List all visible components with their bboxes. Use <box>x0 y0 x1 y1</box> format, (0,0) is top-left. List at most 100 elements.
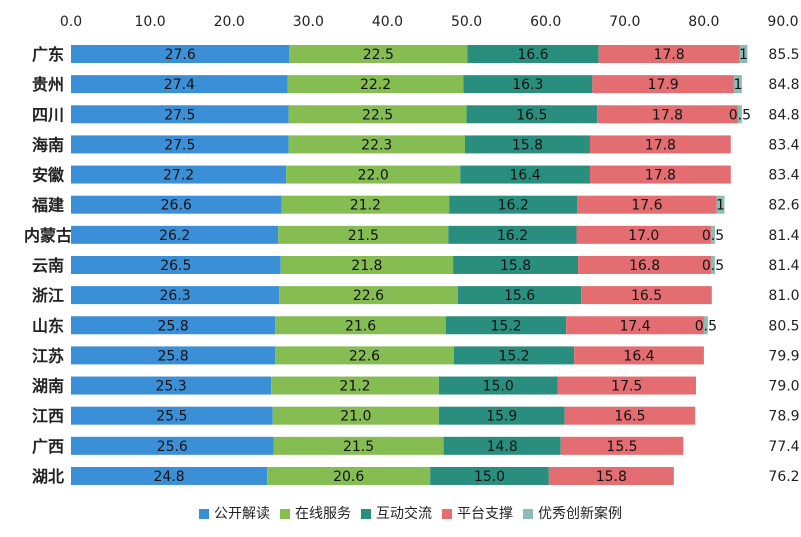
bar-segment <box>711 255 715 274</box>
bar-segment <box>467 45 599 63</box>
bar-segment <box>71 436 274 455</box>
bar-segment <box>278 225 449 244</box>
bar-segment <box>453 346 575 365</box>
data-label: 16.3 <box>512 77 543 93</box>
total-label: 79.0 <box>768 379 799 395</box>
legend-label: 在线服务 <box>295 506 351 522</box>
data-label: 21.5 <box>343 439 374 455</box>
category-label: 湖南 <box>32 377 64 396</box>
bar-segment <box>453 255 579 274</box>
bar-segment <box>71 376 272 395</box>
bar-segment <box>557 376 696 395</box>
bar-segment <box>286 165 461 184</box>
bar-segment <box>589 165 731 184</box>
bar-segment <box>275 346 454 365</box>
category-label: 安徽 <box>32 166 65 185</box>
bar-segment <box>71 135 289 154</box>
bar-segment <box>71 466 268 485</box>
data-label: 15.9 <box>486 409 517 425</box>
bar-segment <box>71 75 288 94</box>
bar-segment <box>589 135 731 154</box>
total-label: 85.5 <box>768 47 799 63</box>
data-label: 20.6 <box>333 469 364 485</box>
data-label: 21.0 <box>340 409 371 425</box>
bar-segment <box>275 316 446 335</box>
total-label: 76.2 <box>768 469 799 485</box>
data-label: 22.2 <box>360 77 391 93</box>
data-label: 15.2 <box>491 318 522 334</box>
x-tick-label: 90.0 <box>767 14 798 30</box>
category-label: 江西 <box>32 407 64 426</box>
data-label: 22.6 <box>353 288 384 304</box>
legend-swatch <box>199 509 209 519</box>
bar-segment <box>71 286 280 305</box>
bar-segment <box>466 105 598 124</box>
data-label: 15.8 <box>596 469 627 485</box>
bar-segment <box>443 436 561 455</box>
legend-swatch <box>280 509 290 519</box>
total-label: 81.4 <box>768 228 799 244</box>
data-label: 26.2 <box>159 228 190 244</box>
bar-segment <box>716 195 725 214</box>
data-label: 25.5 <box>156 409 187 425</box>
bar-segment <box>71 255 281 274</box>
bar-segment <box>578 255 712 274</box>
legend-label: 互动交流 <box>376 505 432 522</box>
total-label: 82.6 <box>768 198 799 214</box>
x-tick-label: 70.0 <box>609 14 640 30</box>
data-label: 1 <box>733 77 742 93</box>
bar-segment <box>737 105 742 124</box>
legend-swatch <box>523 509 533 519</box>
data-label: 16.6 <box>517 47 548 63</box>
bar-segment <box>289 45 468 63</box>
legend-label: 优秀创新案例 <box>538 505 622 522</box>
total-label: 77.4 <box>768 439 799 455</box>
legend-label: 平台支撑 <box>457 506 513 522</box>
data-label: 25.3 <box>155 379 186 395</box>
total-label: 78.9 <box>768 409 799 425</box>
bar-segment <box>576 225 712 244</box>
data-label: 17.0 <box>628 228 659 244</box>
category-label: 江苏 <box>32 346 64 365</box>
bar-segment <box>281 195 450 214</box>
bar-segment <box>703 316 708 335</box>
total-label: 79.9 <box>768 348 799 364</box>
bar-segment <box>273 436 444 455</box>
data-label: 26.6 <box>161 198 192 214</box>
data-label: 1 <box>716 198 725 214</box>
data-label: 16.5 <box>614 409 645 425</box>
data-label: 1 <box>739 47 748 63</box>
total-label: 84.8 <box>768 77 799 93</box>
data-label: 16.2 <box>497 228 528 244</box>
data-label: 25.8 <box>157 318 188 334</box>
data-label: 22.0 <box>358 168 389 184</box>
bar-segment <box>71 195 282 214</box>
data-label: 17.8 <box>645 168 676 184</box>
bar-segment <box>711 225 715 244</box>
data-label: 15.8 <box>512 137 543 153</box>
data-label: 27.5 <box>164 137 195 153</box>
bar-segment <box>287 75 464 94</box>
legend-label: 公开解读 <box>214 505 270 522</box>
category-label: 内蒙古 <box>24 226 72 245</box>
data-label: 15.0 <box>474 469 505 485</box>
bar-segment <box>574 346 704 365</box>
bar-segment <box>430 466 549 485</box>
data-label: 17.4 <box>619 318 650 334</box>
legend-swatch <box>361 509 371 519</box>
bar-segment <box>445 316 567 335</box>
bar-segment <box>272 406 439 425</box>
data-label: 15.0 <box>483 379 514 395</box>
data-label: 17.5 <box>611 379 642 395</box>
x-tick-label: 10.0 <box>135 14 166 30</box>
category-label: 广东 <box>32 45 64 64</box>
bar-segment <box>566 316 704 335</box>
bar-segment <box>448 225 577 244</box>
x-tick-label: 40.0 <box>372 14 403 30</box>
bar-segment <box>71 225 279 244</box>
data-label: 21.6 <box>345 318 376 334</box>
data-label: 0.5 <box>702 258 724 274</box>
bar-segment <box>279 286 458 305</box>
data-label: 0.5 <box>695 318 717 334</box>
data-label: 16.8 <box>629 258 660 274</box>
